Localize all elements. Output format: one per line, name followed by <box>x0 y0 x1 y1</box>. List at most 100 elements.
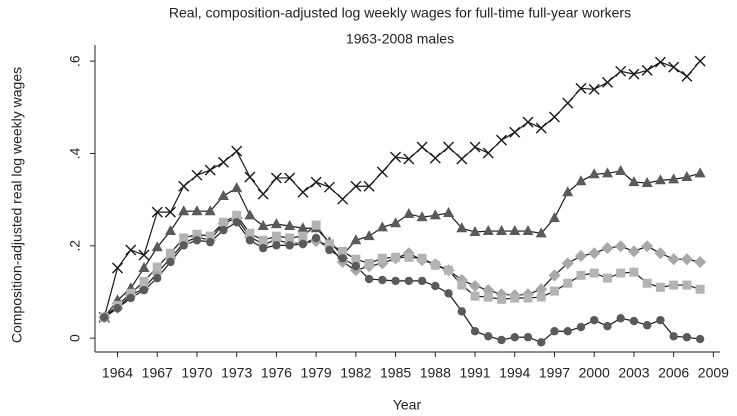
marker <box>325 245 334 255</box>
marker <box>416 141 428 153</box>
marker <box>285 241 294 250</box>
marker <box>444 289 453 298</box>
marker <box>444 265 454 275</box>
marker <box>430 260 440 270</box>
x-tick-label: 1982 <box>340 365 371 381</box>
marker <box>178 205 190 216</box>
marker <box>627 245 640 258</box>
marker <box>681 70 693 82</box>
marker <box>548 269 561 282</box>
marker <box>655 282 665 292</box>
x-tick-label: 2000 <box>579 365 610 381</box>
marker <box>270 172 282 184</box>
x-tick-label: 1997 <box>539 365 570 381</box>
marker <box>614 240 627 253</box>
marker <box>510 333 519 342</box>
marker <box>523 333 533 342</box>
marker <box>206 237 215 247</box>
marker <box>563 278 573 288</box>
marker <box>100 313 109 322</box>
marker <box>337 193 349 205</box>
marker <box>391 252 401 262</box>
marker <box>574 249 587 262</box>
marker <box>656 315 665 325</box>
marker <box>654 247 667 260</box>
marker <box>548 212 560 223</box>
marker <box>311 220 321 230</box>
marker <box>390 151 402 163</box>
marker <box>510 293 520 303</box>
chart-subtitle: 1963-2008 males <box>346 31 454 47</box>
series-line <box>103 60 701 318</box>
marker <box>590 315 599 325</box>
marker <box>377 253 387 263</box>
marker <box>151 241 163 252</box>
marker <box>231 182 243 193</box>
marker <box>219 225 228 235</box>
marker <box>548 111 560 123</box>
marker <box>457 280 467 290</box>
x-axis-label: Year <box>393 397 422 413</box>
marker <box>232 210 242 220</box>
marker <box>363 180 375 192</box>
x-tick-label: 2009 <box>698 365 729 381</box>
marker <box>669 280 679 290</box>
marker <box>535 227 547 238</box>
marker <box>535 122 547 134</box>
marker <box>641 240 654 253</box>
marker <box>138 261 150 272</box>
marker <box>218 217 228 227</box>
x-tick-label: 2006 <box>658 365 689 381</box>
marker <box>404 252 414 262</box>
marker <box>522 225 534 236</box>
marker <box>469 279 482 292</box>
marker <box>192 229 202 239</box>
marker <box>376 221 388 232</box>
marker <box>680 253 693 266</box>
marker <box>364 274 374 284</box>
marker <box>164 206 176 218</box>
marker <box>642 278 652 288</box>
marker <box>588 168 600 179</box>
marker <box>575 82 587 94</box>
marker <box>364 258 374 268</box>
marker <box>390 217 402 228</box>
marker <box>669 332 678 341</box>
marker <box>298 239 308 249</box>
plot-area: 0 .2 .4 .6 1964 1967 1970 1973 1976 1979 1982 1985 1… <box>67 45 729 381</box>
marker <box>151 206 163 218</box>
y-tick-label: .4 <box>67 147 83 159</box>
marker <box>270 218 282 229</box>
marker <box>682 280 692 290</box>
x-tick-label: 1967 <box>142 365 173 381</box>
marker <box>616 314 625 323</box>
marker <box>429 152 441 164</box>
marker <box>245 236 255 245</box>
marker <box>257 219 269 230</box>
marker <box>324 239 334 249</box>
marker <box>311 233 321 243</box>
marker <box>153 273 162 283</box>
marker <box>204 164 216 176</box>
marker <box>602 273 612 283</box>
marker <box>391 276 400 286</box>
marker <box>603 321 612 331</box>
marker <box>470 291 480 301</box>
marker <box>232 218 241 227</box>
marker <box>654 174 666 185</box>
marker <box>217 189 229 200</box>
marker <box>562 186 574 197</box>
marker <box>310 176 322 188</box>
x-tick-label: 1970 <box>181 365 212 381</box>
marker <box>484 332 493 341</box>
marker <box>537 338 546 347</box>
marker <box>298 231 308 241</box>
marker <box>615 65 627 77</box>
marker <box>497 335 506 345</box>
marker <box>629 267 639 277</box>
marker <box>628 68 640 80</box>
marker <box>285 233 295 243</box>
marker <box>429 209 441 220</box>
marker <box>682 333 692 342</box>
